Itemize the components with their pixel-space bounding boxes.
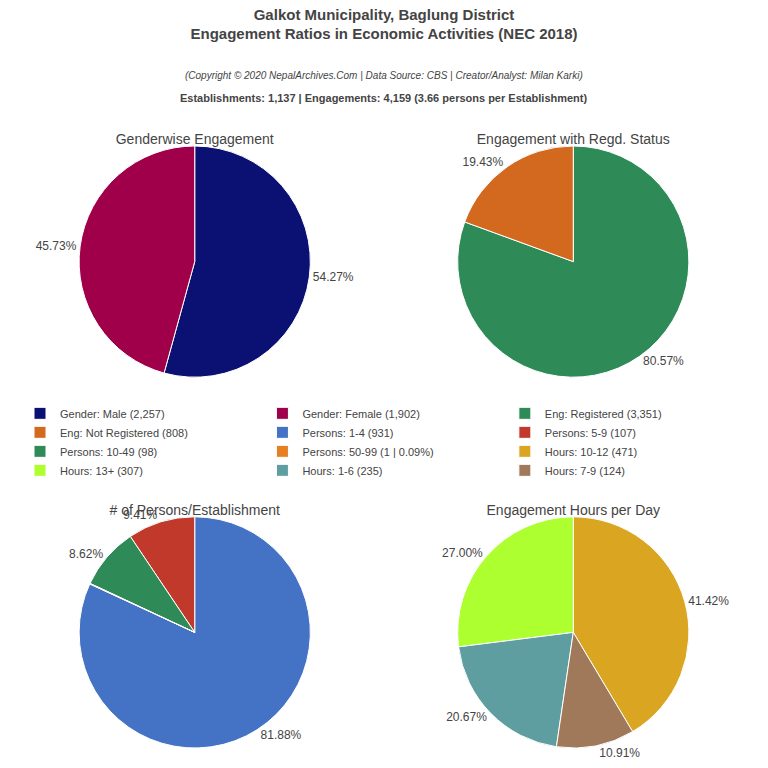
svg-text:Eng: Registered (3,351): Eng: Registered (3,351): [545, 408, 662, 420]
svg-text:Engagement with Regd. Status: Engagement with Regd. Status: [477, 131, 670, 147]
svg-text:Galkot Municipality, Baglung D: Galkot Municipality, Baglung DistrictEng…: [190, 6, 577, 43]
svg-text:(Copyright © 2020 NepalArchive: (Copyright © 2020 NepalArchives.Com | Da…: [185, 70, 583, 81]
svg-text:54.27%: 54.27%: [313, 270, 354, 284]
svg-text:10.91%: 10.91%: [599, 746, 640, 760]
svg-text:Establishments: 1,137 | Engage: Establishments: 1,137 | Engagements: 4,1…: [180, 92, 588, 104]
svg-text:Hours: 13+ (307): Hours: 13+ (307): [60, 465, 143, 477]
svg-text:Hours: 10-12 (471): Hours: 10-12 (471): [545, 446, 637, 458]
svg-text:Hours: 7-9 (124): Hours: 7-9 (124): [545, 465, 625, 477]
svg-text:9.41%: 9.41%: [123, 508, 157, 522]
svg-text:Persons: 50-99 (1 | 0.09%): Persons: 50-99 (1 | 0.09%): [302, 446, 433, 458]
svg-text:Genderwise Engagement: Genderwise Engagement: [116, 131, 274, 147]
svg-text:Persons: 5-9 (107): Persons: 5-9 (107): [545, 427, 636, 439]
svg-text:Hours: 1-6 (235): Hours: 1-6 (235): [302, 465, 382, 477]
svg-text:# of Persons/Establishment: # of Persons/Establishment: [110, 502, 281, 518]
svg-text:81.88%: 81.88%: [261, 728, 302, 742]
svg-text:8.62%: 8.62%: [69, 547, 103, 561]
svg-text:19.43%: 19.43%: [462, 155, 503, 169]
svg-text:27.00%: 27.00%: [442, 546, 483, 560]
svg-text:Gender: Female (1,902): Gender: Female (1,902): [302, 408, 419, 420]
svg-text:80.57%: 80.57%: [643, 354, 684, 368]
svg-text:Eng: Not Registered (808): Eng: Not Registered (808): [60, 427, 188, 439]
svg-text:20.67%: 20.67%: [446, 710, 487, 724]
svg-text:Persons: 10-49 (98): Persons: 10-49 (98): [60, 446, 157, 458]
svg-text:45.73%: 45.73%: [36, 239, 77, 253]
svg-text:Engagement Hours per Day: Engagement Hours per Day: [487, 502, 661, 518]
svg-text:41.42%: 41.42%: [688, 594, 729, 608]
svg-text:Gender: Male (2,257): Gender: Male (2,257): [60, 408, 165, 420]
svg-text:Persons: 1-4 (931): Persons: 1-4 (931): [302, 427, 393, 439]
